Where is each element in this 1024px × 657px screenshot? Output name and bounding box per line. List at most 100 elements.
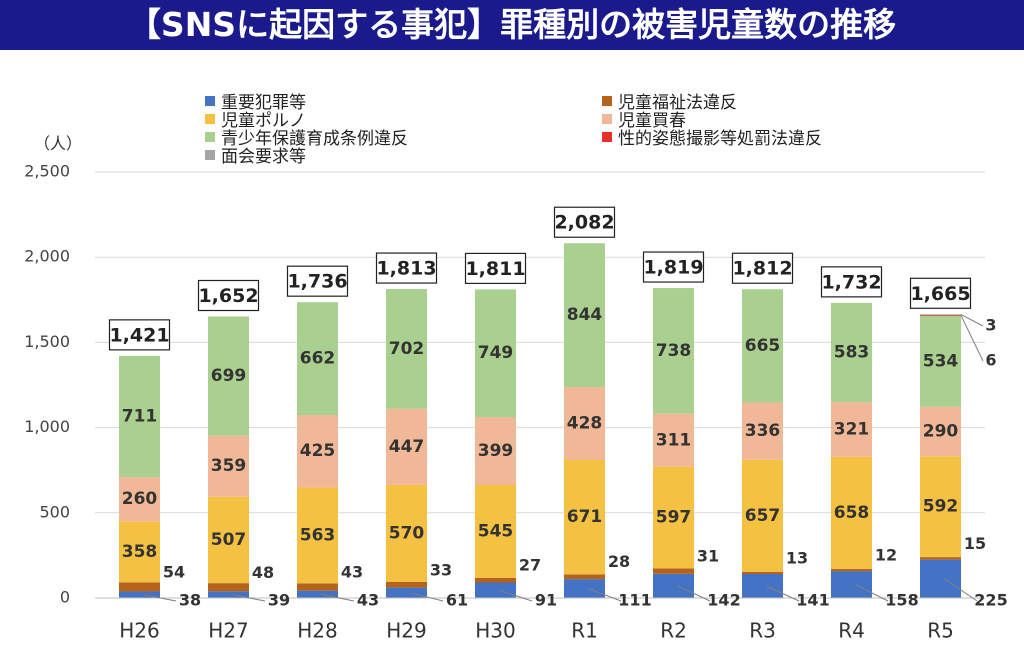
bar-segment [742, 459, 783, 572]
bar-segment [297, 590, 338, 598]
bar-segment [119, 355, 160, 478]
legend-label: 児童ポルノ [221, 111, 306, 131]
x-tick-label: H27 [208, 619, 249, 643]
bar-segment [297, 302, 338, 415]
bar-segment [564, 574, 605, 580]
legend-swatch [602, 95, 612, 106]
bar-segment [831, 569, 872, 572]
legend-item: 青少年保護育成条例違反 [205, 124, 408, 149]
leader-line [944, 578, 978, 602]
bar-segment [564, 579, 605, 598]
bar-segment [920, 406, 961, 457]
total-label: 1,812 [732, 258, 792, 280]
data-label: 38 [179, 591, 201, 610]
data-label: 665 [745, 336, 781, 356]
total-label: 1,813 [376, 258, 436, 280]
data-label: 428 [567, 414, 603, 434]
data-label: 749 [478, 343, 514, 363]
bar-segment [831, 302, 872, 403]
bar-segment [475, 289, 516, 418]
total-label: 1,652 [198, 285, 258, 307]
data-label: 597 [656, 508, 692, 528]
total-box [553, 206, 616, 238]
bar-segment [564, 459, 605, 575]
data-label: 61 [446, 591, 468, 610]
bar-segment [653, 573, 694, 598]
total-label: 2,082 [554, 212, 614, 234]
bar-segment [742, 402, 783, 460]
data-label: 658 [834, 503, 870, 523]
bar-segment [208, 591, 249, 598]
data-label: 311 [656, 430, 692, 450]
leader-line [143, 594, 177, 602]
bar-segment [920, 456, 961, 558]
legend-swatch [205, 149, 215, 160]
legend-label: 児童買春 [618, 111, 686, 131]
chart-title: 【SNSに起因する事犯】罪種別の被害児童数の推移 [0, 0, 1024, 50]
leader-line [588, 588, 622, 602]
legend-item: 面会要求等 [205, 142, 306, 167]
bar-segment [475, 582, 516, 598]
x-tick-label: H28 [297, 619, 338, 643]
legend-swatch [602, 113, 612, 124]
data-label: 583 [834, 343, 870, 363]
bar-segment [297, 583, 338, 591]
total-box [197, 279, 260, 312]
y-tick-label: 500 [39, 502, 70, 521]
bar-segment [475, 417, 516, 486]
x-tick-label: H26 [119, 619, 160, 643]
leader-line [855, 584, 889, 602]
data-label: 447 [389, 437, 425, 457]
legend-label: 重要犯罪等 [221, 93, 306, 113]
legend-item: 性的姿態撮影等処罰法違反 [602, 124, 822, 149]
data-label: 399 [478, 441, 514, 461]
leader-line [677, 585, 711, 602]
total-box [909, 277, 972, 309]
x-tick-label: R3 [749, 619, 776, 643]
data-label: 39 [268, 591, 290, 610]
data-label: 141 [796, 591, 829, 610]
data-label: 592 [923, 497, 959, 517]
legend-item: 児童買春 [602, 106, 686, 131]
bar-segment [386, 581, 427, 588]
total-label: 1,819 [643, 257, 703, 279]
total-label: 1,421 [109, 324, 169, 346]
data-label: 158 [885, 591, 918, 610]
bar-segment [386, 587, 427, 598]
bar-segment [475, 485, 516, 578]
legend-item: 児童ポルノ [205, 106, 306, 131]
legend-label: 青少年保護育成条例違反 [221, 129, 408, 149]
data-label: 336 [745, 421, 781, 441]
data-label: 711 [122, 406, 158, 426]
data-label: 3 [985, 316, 996, 335]
data-label: 260 [122, 489, 158, 509]
x-tick-label: R1 [571, 619, 598, 643]
y-tick-label: 2,000 [24, 247, 70, 266]
bar-segment [475, 577, 516, 583]
data-label: 111 [618, 591, 651, 610]
data-label: 43 [341, 563, 363, 582]
data-label: 142 [707, 591, 740, 610]
bar-segment [920, 557, 961, 560]
data-label: 844 [567, 305, 603, 325]
bar-segment [653, 413, 694, 467]
data-label: 15 [964, 534, 986, 553]
bar-segment [208, 583, 249, 592]
x-tick-label: H29 [386, 619, 427, 643]
legend-swatch [205, 113, 215, 124]
data-label: 31 [697, 547, 719, 566]
x-tick-label: R5 [927, 619, 954, 643]
bar-segment [742, 289, 783, 403]
bar-segment [386, 484, 427, 582]
data-label: 507 [211, 530, 247, 550]
data-label: 48 [252, 563, 274, 582]
data-label: 662 [300, 349, 336, 369]
data-label: 425 [300, 441, 336, 461]
data-label: 534 [923, 351, 959, 371]
total-box [731, 252, 794, 284]
bar-segment [208, 316, 249, 436]
legend-swatch [205, 95, 215, 106]
data-label: 359 [211, 456, 247, 476]
data-label: 570 [389, 523, 425, 543]
data-label: 358 [122, 542, 158, 562]
